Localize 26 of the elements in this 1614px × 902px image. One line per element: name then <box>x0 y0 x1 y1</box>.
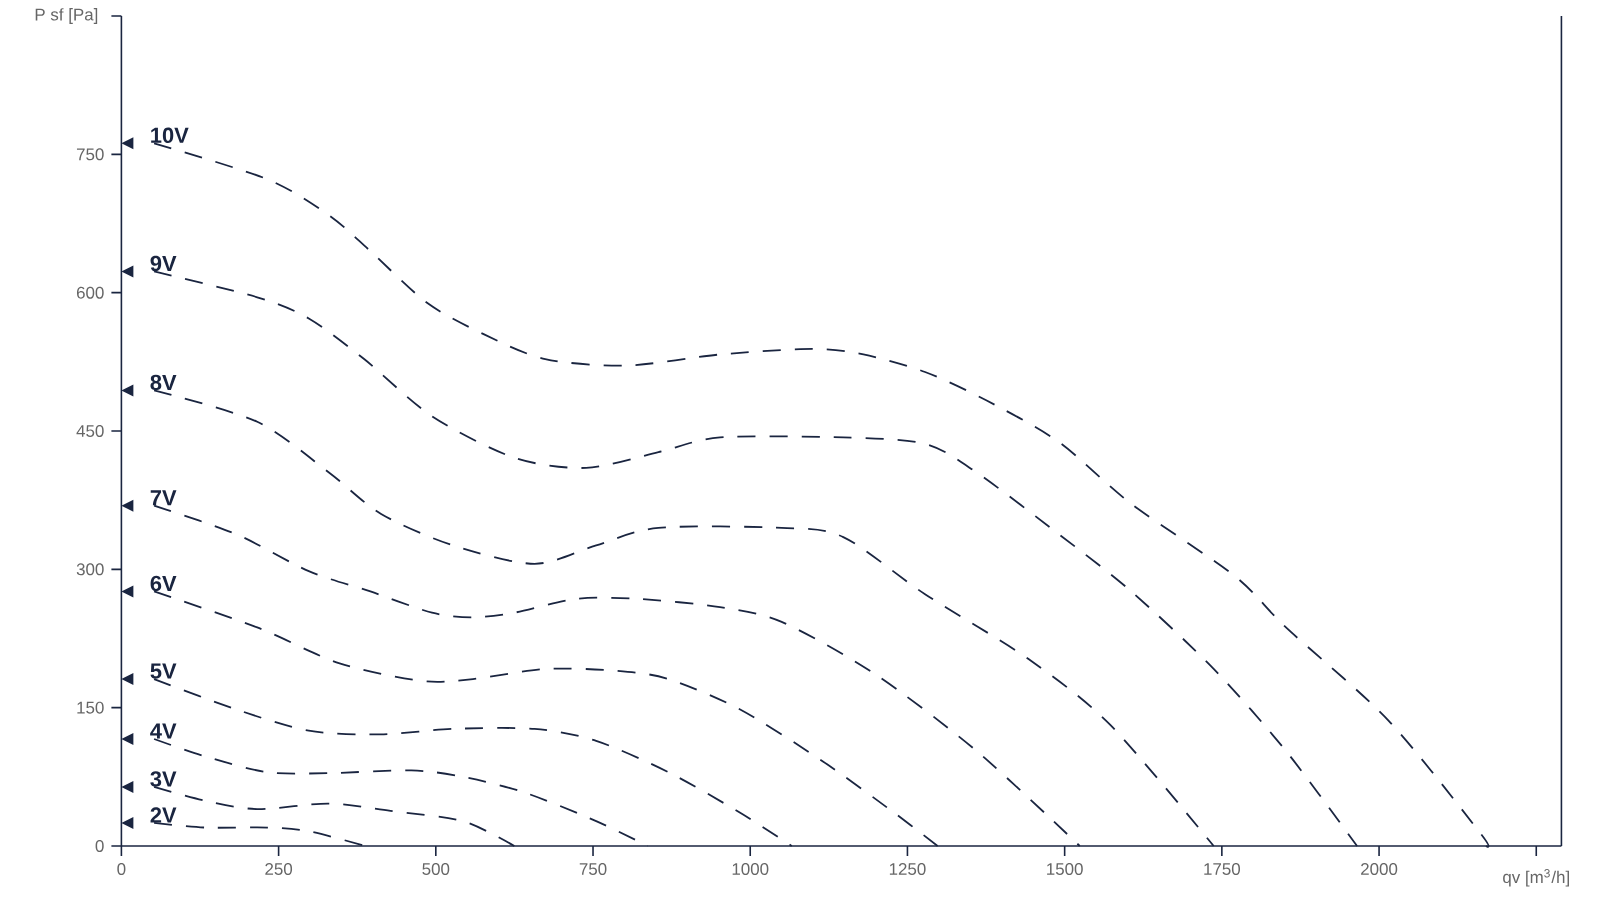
x-tick-label: 1250 <box>889 863 926 876</box>
x-tick-label: 500 <box>422 863 450 876</box>
y-axis-title: P sf [Pa] <box>35 8 98 24</box>
x-tick-label: 750 <box>579 863 607 876</box>
legend-label: 8V <box>150 374 177 391</box>
legend-label: 2V <box>150 807 177 823</box>
x-tick-label: 2000 <box>1361 863 1398 876</box>
x-tick-label: 1750 <box>1204 863 1241 876</box>
legend-label: 9V <box>150 255 177 272</box>
x-tick-label: 0 <box>117 863 126 876</box>
legend-label: 7V <box>150 490 177 506</box>
y-tick-label: 450 <box>76 425 104 437</box>
x-tick-label: 1500 <box>1047 863 1083 876</box>
y-tick-label: 0 <box>95 840 104 852</box>
legend-label: 3V <box>150 771 177 787</box>
y-tick-label: 750 <box>76 148 104 161</box>
y-tick-label: 300 <box>76 563 104 576</box>
legend-label: 4V <box>150 723 177 739</box>
legend-label: 6V <box>150 575 177 592</box>
legend-label: 5V <box>150 663 177 679</box>
y-tick-label: 600 <box>76 286 104 299</box>
legend-label: 10V <box>151 127 189 144</box>
x-axis-title: qv [m$^{3}$/h] <box>1503 869 1569 887</box>
x-tick-label: 250 <box>265 863 293 876</box>
x-tick-label: 1000 <box>732 863 769 876</box>
y-tick-label: 150 <box>77 701 104 714</box>
